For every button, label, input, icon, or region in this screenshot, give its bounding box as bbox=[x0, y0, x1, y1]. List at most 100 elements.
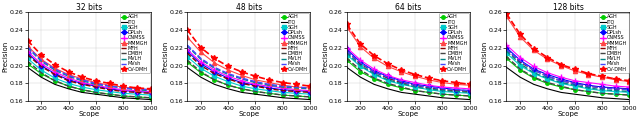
MMMGH bbox=[37, 59, 45, 60]
Line: MMMGH: MMMGH bbox=[345, 25, 472, 87]
CNMSS bbox=[571, 80, 579, 81]
Line: MFH: MFH bbox=[347, 51, 470, 92]
MVsh bbox=[106, 85, 113, 87]
MVsh bbox=[279, 85, 287, 87]
MVLH bbox=[211, 68, 218, 69]
CV-DMH bbox=[516, 33, 524, 35]
Line: AGH: AGH bbox=[186, 60, 312, 99]
SGH bbox=[197, 68, 205, 69]
DPLsh bbox=[438, 87, 446, 89]
MMMGH bbox=[371, 58, 378, 59]
DPLsh bbox=[133, 91, 141, 92]
ITQ bbox=[78, 92, 86, 93]
AGH bbox=[557, 86, 565, 88]
Y-axis label: Precision: Precision bbox=[482, 41, 488, 72]
AGH bbox=[279, 94, 287, 96]
DMBH bbox=[452, 94, 460, 96]
CV-DMH bbox=[343, 24, 351, 25]
ITQ bbox=[502, 67, 510, 68]
DPLsh bbox=[92, 85, 100, 87]
CV-DMH bbox=[225, 66, 232, 67]
MMMGH bbox=[92, 82, 100, 83]
Line: MVsh: MVsh bbox=[506, 49, 630, 90]
CNMSS bbox=[147, 91, 154, 92]
MMMGH bbox=[211, 62, 218, 64]
DMBH bbox=[183, 60, 191, 61]
ITQ bbox=[292, 98, 300, 99]
DPLsh bbox=[197, 63, 205, 64]
MFH bbox=[133, 92, 141, 93]
MFH bbox=[292, 91, 300, 92]
DPLsh bbox=[598, 86, 606, 88]
DPLsh bbox=[147, 92, 154, 93]
ITQ bbox=[147, 99, 154, 100]
ITQ bbox=[626, 99, 634, 100]
DMBH bbox=[292, 95, 300, 97]
MMMGH bbox=[133, 88, 141, 90]
CV-DMH bbox=[292, 84, 300, 85]
CNMSS bbox=[557, 76, 565, 78]
AGH bbox=[266, 93, 273, 94]
CNMSS bbox=[425, 84, 433, 86]
MVsh bbox=[571, 83, 579, 84]
Legend: AGH, ITQ, SGH, DPLsh, CNMSS, MMMGH, MFH, DMBH, MVLH, MVsh, CV-DMH: AGH, ITQ, SGH, DPLsh, CNMSS, MMMGH, MFH,… bbox=[598, 13, 628, 73]
MVsh bbox=[343, 51, 351, 52]
ITQ bbox=[252, 93, 259, 95]
CNMSS bbox=[371, 68, 378, 70]
CV-DMH bbox=[266, 79, 273, 81]
MVLH bbox=[384, 79, 392, 81]
DPLsh bbox=[571, 82, 579, 83]
ITQ bbox=[452, 98, 460, 99]
Line: MMMGH: MMMGH bbox=[26, 44, 152, 92]
MVLH bbox=[466, 92, 474, 93]
MVLH bbox=[438, 90, 446, 91]
AGH bbox=[438, 93, 446, 95]
SGH bbox=[626, 92, 634, 93]
DMBH bbox=[307, 96, 314, 98]
ITQ bbox=[65, 88, 72, 90]
MVLH bbox=[452, 91, 460, 92]
DMBH bbox=[502, 56, 510, 57]
Line: MFH: MFH bbox=[28, 55, 150, 93]
CNMSS bbox=[438, 86, 446, 88]
DMBH bbox=[425, 92, 433, 93]
MVsh bbox=[133, 88, 141, 90]
DMBH bbox=[516, 68, 524, 70]
MMMGH bbox=[466, 84, 474, 86]
MVLH bbox=[584, 87, 592, 89]
DMBH bbox=[584, 91, 592, 92]
Line: SGH: SGH bbox=[505, 51, 631, 94]
MFH bbox=[119, 91, 127, 92]
SGH bbox=[51, 77, 59, 79]
MVsh bbox=[626, 89, 634, 90]
MMMGH bbox=[51, 68, 59, 69]
CNMSS bbox=[266, 85, 273, 87]
Line: CNMSS: CNMSS bbox=[504, 42, 632, 90]
DMBH bbox=[612, 93, 620, 95]
ITQ bbox=[279, 97, 287, 99]
MFH bbox=[452, 90, 460, 91]
AGH bbox=[371, 78, 378, 80]
MVsh bbox=[147, 89, 154, 90]
MFH bbox=[211, 73, 218, 74]
CNMSS bbox=[37, 63, 45, 64]
SGH bbox=[452, 92, 460, 93]
CV-DMH bbox=[238, 71, 246, 73]
Line: MMMGH: MMMGH bbox=[504, 14, 632, 84]
AGH bbox=[516, 69, 524, 71]
MFH bbox=[238, 83, 246, 84]
DMBH bbox=[238, 88, 246, 90]
CNMSS bbox=[183, 49, 191, 50]
MMMGH bbox=[384, 66, 392, 67]
MVsh bbox=[78, 79, 86, 81]
MFH bbox=[412, 84, 419, 86]
SGH bbox=[147, 94, 154, 96]
DPLsh bbox=[65, 79, 72, 81]
MVsh bbox=[397, 81, 405, 82]
MVsh bbox=[543, 76, 551, 77]
CNMSS bbox=[516, 57, 524, 58]
MFH bbox=[24, 54, 31, 56]
SGH bbox=[412, 86, 419, 88]
DMBH bbox=[225, 84, 232, 86]
CNMSS bbox=[502, 44, 510, 46]
